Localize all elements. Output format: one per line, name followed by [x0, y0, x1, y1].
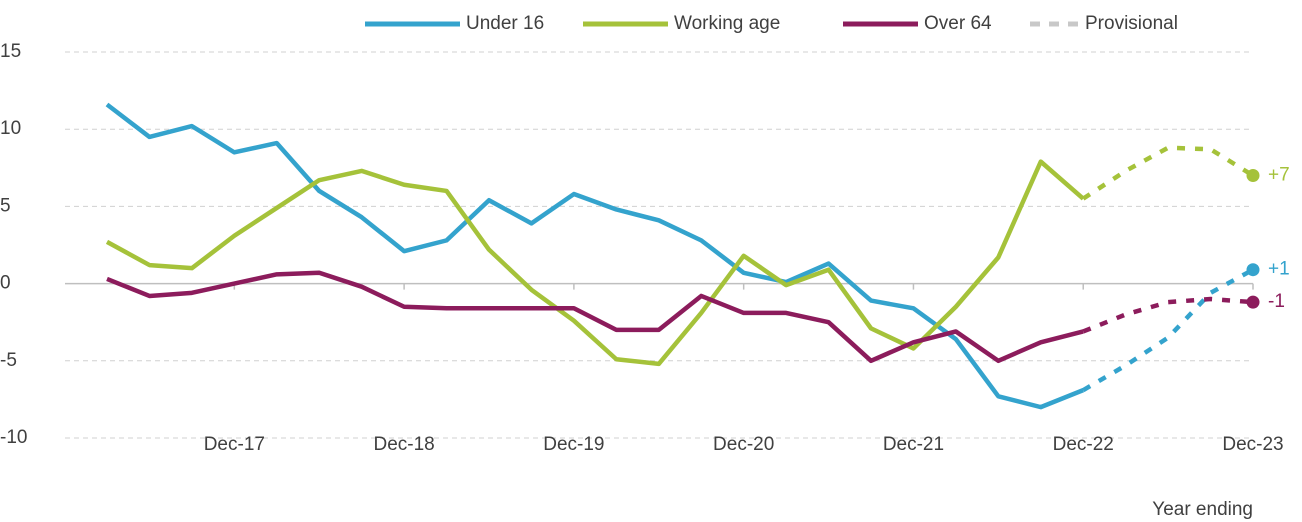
x-tick-label: Dec-19 [543, 434, 604, 455]
legend-label: Under 16 [466, 13, 544, 34]
end-label: -1 [1268, 291, 1285, 312]
end-label: +1 [1268, 259, 1290, 280]
end-marker [1246, 169, 1260, 183]
y-tick-label: 15 [0, 41, 21, 62]
series-line [106, 270, 1084, 364]
end-marker [1246, 295, 1260, 309]
end-marker [1246, 263, 1260, 277]
legend-label: Provisional [1085, 13, 1178, 34]
y-tick-label: 0 [0, 273, 11, 294]
legend-label: Over 64 [924, 13, 992, 34]
x-tick-label: Dec-22 [1053, 434, 1114, 455]
x-tick-label: Dec-21 [883, 434, 944, 455]
series-line [105, 159, 1085, 367]
y-tick-label: 5 [0, 195, 11, 216]
series-line [105, 102, 1085, 410]
provisional-line [1082, 267, 1255, 393]
y-tick-label: 10 [0, 118, 21, 139]
x-axis-label: Year ending [1152, 499, 1253, 520]
legend-label: Working age [674, 13, 780, 34]
x-tick-label: Dec-17 [204, 434, 265, 455]
y-tick-label: -5 [0, 350, 17, 371]
x-tick-label: Dec-20 [713, 434, 774, 455]
provisional-line [1082, 296, 1254, 334]
provisional-line [1081, 145, 1255, 201]
end-label: +7 [1268, 165, 1290, 186]
y-tick-label: -10 [0, 427, 27, 448]
x-tick-label: Dec-23 [1222, 434, 1283, 455]
x-tick-label: Dec-18 [373, 434, 434, 455]
